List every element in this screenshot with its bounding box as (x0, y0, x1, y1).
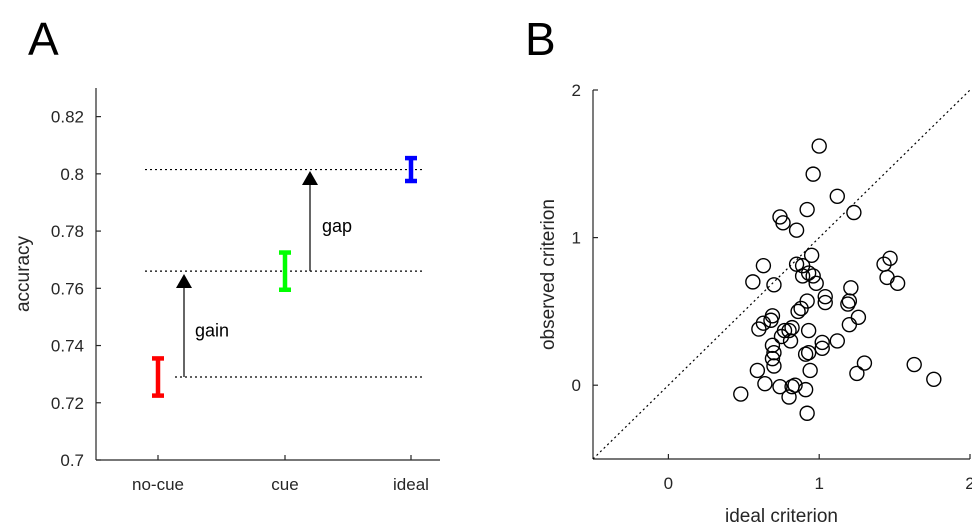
annotation-gap: gap (302, 171, 352, 272)
scatter-point (793, 300, 809, 317)
panel-a-letter: A (28, 13, 59, 65)
y-tick-label: 0.7 (60, 451, 84, 470)
scatter-point (906, 356, 922, 373)
y-tick-label: 0.74 (51, 337, 84, 356)
scatter-point (766, 345, 782, 361)
scatter-point (805, 268, 821, 284)
scatter-point (882, 250, 898, 266)
scatter-point (841, 316, 858, 333)
x-tick-label: ideal (393, 475, 429, 494)
scatter-point (787, 377, 803, 393)
scatter-point (763, 312, 779, 328)
scatter-point (790, 303, 806, 320)
errorbar-ideal (405, 155, 417, 184)
x-tick-label: cue (271, 475, 298, 494)
scatter-point (772, 378, 788, 395)
scatter-point (808, 275, 824, 292)
scatter-point (751, 321, 767, 337)
scatter-point (805, 166, 821, 182)
scatter-point (797, 381, 814, 398)
y-tick-label: 0.72 (51, 394, 84, 413)
y-tick-label: 0 (572, 376, 581, 395)
scatter-point (745, 274, 761, 290)
scatter-point (849, 365, 865, 382)
annotation-gain: gain (176, 274, 229, 378)
arrow-head (176, 274, 192, 289)
scatter-point (814, 334, 830, 351)
scatter-point (766, 358, 782, 374)
scatter-point (781, 389, 797, 405)
scatter-point (879, 269, 895, 286)
y-tick-label: 2 (572, 81, 581, 100)
annotation-label: gap (322, 216, 352, 236)
scatter-point (889, 275, 906, 292)
panel-b-letter: B (525, 13, 556, 65)
identity-line (592, 89, 971, 460)
y-tick-label: 0.82 (51, 108, 84, 127)
scatter-point (773, 328, 790, 345)
errorbar-no-cue (152, 356, 164, 398)
y-axis-label: accuracy (13, 235, 34, 312)
scatter-point (814, 340, 830, 356)
scatter-point (817, 288, 833, 305)
scatter-point (876, 256, 892, 272)
scatter-point (788, 256, 805, 272)
scatter-point (829, 188, 845, 204)
scatter-point (794, 268, 811, 284)
scatter-point (788, 222, 805, 238)
scatter-point (802, 362, 818, 379)
x-axis-label: ideal criterion (725, 506, 838, 525)
panel-a-chart: 0.7 0.72 0.74 0.76 0.78 0.8 0.82 no-cue cue ideal… (13, 88, 440, 494)
y-tick-label: 0.76 (51, 279, 84, 298)
scatter-point (803, 247, 820, 264)
scatter-point (856, 355, 873, 371)
scatter-point (775, 215, 791, 231)
scatter-point (797, 346, 814, 362)
scatter-point (757, 376, 773, 392)
scatter-point (764, 337, 781, 354)
annotation-label: gain (195, 321, 229, 341)
scatter-point (811, 138, 827, 154)
x-tick-label: 1 (814, 474, 823, 493)
scatter-point (800, 322, 817, 339)
scatter-point (799, 201, 815, 218)
scatter-point (766, 277, 782, 293)
scatter-point (829, 333, 845, 349)
scatter-point (846, 204, 862, 221)
y-axis-label: observed criterion (538, 199, 559, 350)
scatter-point (799, 405, 815, 421)
x-tick-label: no-cue (132, 475, 184, 494)
scatter-point (782, 333, 799, 349)
y-tick-label: 0.8 (60, 165, 84, 184)
y-tick-label: 1 (572, 229, 581, 248)
scatter-point (843, 280, 859, 296)
x-tick-label: 2 (965, 474, 972, 493)
y-tick-label: 0.78 (51, 222, 84, 241)
scatter-point (850, 309, 867, 326)
scatter-point (755, 257, 772, 274)
scatter-point (817, 294, 833, 311)
scatter-point (800, 345, 817, 361)
scatter-point (764, 350, 781, 367)
scatter-point (749, 362, 766, 379)
scatter-point (841, 293, 858, 309)
x-tick-label: 0 (664, 474, 673, 493)
arrow-head (302, 171, 318, 185)
scatter-point (926, 371, 942, 387)
scatter-point (840, 296, 856, 312)
scatter-point (733, 386, 749, 402)
panel-b-chart: 0 1 2 0 1 2 ideal criterion observed criterion (538, 81, 972, 525)
errorbar-cue (279, 250, 291, 292)
